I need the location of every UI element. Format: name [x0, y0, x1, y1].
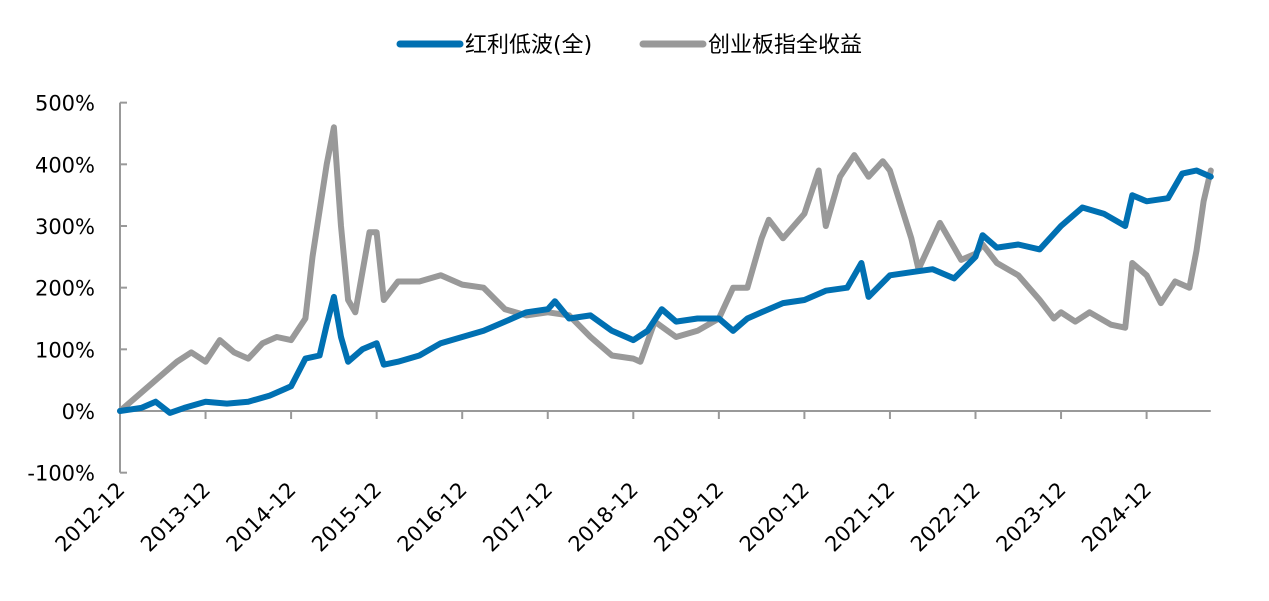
y-tick-label: 500%: [35, 92, 95, 116]
series-line-chinext-total-return: [117, 124, 1214, 414]
x-tick-label: 2012-12: [51, 478, 130, 557]
legend-label-dividend-low-vol: 红利低波(全): [465, 33, 592, 58]
x-tick-label: 2020-12: [735, 478, 814, 557]
x-tick-label: 2022-12: [906, 478, 985, 557]
y-tick-label: 200%: [35, 277, 95, 301]
series-line-dividend-low-vol: [117, 167, 1214, 416]
legend-label-chinext-total-return: 创业板指全收益: [708, 33, 862, 58]
x-tick-label: 2013-12: [136, 478, 215, 557]
y-tick-label: 400%: [35, 153, 95, 177]
x-tick-label: 2019-12: [649, 478, 728, 557]
x-tick-label: 2014-12: [222, 478, 301, 557]
y-tick-label: 300%: [35, 215, 95, 239]
x-tick-label: 2023-12: [992, 478, 1071, 557]
x-tick-label: 2024-12: [1077, 478, 1156, 557]
y-tick-label: -100%: [27, 462, 95, 486]
y-tick-label: 0%: [62, 400, 95, 424]
x-tick-label: 2015-12: [307, 478, 386, 557]
legend: 红利低波(全) 创业板指全收益: [396, 33, 862, 58]
x-tick-label: 2021-12: [820, 478, 899, 557]
x-tick-label: 2016-12: [393, 478, 472, 557]
axes: 500% 400% 300% 200% 100% 0% -100%2012-12 2013-1…: [27, 92, 1211, 557]
x-tick-label: 2017-12: [478, 478, 557, 557]
y-tick-label: 100%: [35, 338, 95, 362]
x-tick-label: 2018-12: [564, 478, 643, 557]
series-group: [117, 124, 1214, 416]
